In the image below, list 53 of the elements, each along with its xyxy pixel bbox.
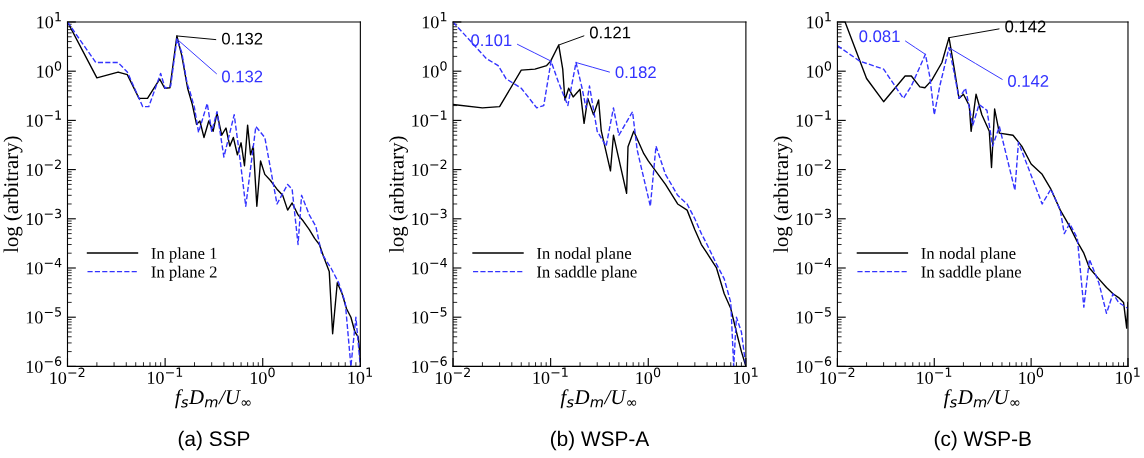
- y-tick-label: 10$^{−5}$: [412, 307, 447, 324]
- legend-label: In nodal plane: [921, 247, 1016, 263]
- x-axis-title: f$_{s}$D$_{m}$/U$_{∞}$: [175, 389, 251, 409]
- x-tick-label: 10$^{1}$: [1116, 367, 1140, 384]
- y-tick-label: 10$^{1}$: [807, 12, 831, 29]
- y-tick-label: 10$^{−4}$: [796, 258, 832, 275]
- y-tick-label: 10$^{0}$: [422, 61, 447, 78]
- annotation: 0.132: [221, 70, 263, 83]
- y-axis-title: log (arbitrary): [389, 136, 409, 253]
- x-tick-label: 10$^{−1}$: [148, 367, 183, 384]
- y-axis-title: log (arbitrary): [3, 136, 23, 253]
- x-tick-label: 10$^{1}$: [348, 367, 373, 384]
- legend-label: In saddle plane: [921, 265, 1022, 281]
- y-tick-label: 10$^{−2}$: [26, 159, 61, 177]
- x-tick-label: 10$^{−1}$: [917, 367, 952, 384]
- x-tick-label: 10$^{1}$: [734, 367, 758, 384]
- annotation: 0.101: [471, 34, 512, 47]
- text: (a) SSP: [178, 430, 250, 451]
- x-axis-title: f$_{s}$D$_{m}$/U$_{∞}$: [560, 389, 637, 409]
- y-tick-label: 10$^{−3}$: [26, 208, 62, 226]
- y-tick-label: 10$^{0}$: [807, 61, 832, 78]
- y-axis-title: log (arbitrary): [773, 136, 793, 253]
- y-tick-label: 10$^{−3}$: [796, 208, 832, 226]
- y-tick-label: 10$^{−4}$: [26, 258, 62, 275]
- y-tick-label: 10$^{−3}$: [412, 208, 447, 226]
- text: (b) WSP-A: [550, 430, 650, 451]
- y-tick-label: 10$^{1}$: [422, 12, 447, 29]
- y-tick-label: 10$^{−5}$: [26, 307, 62, 324]
- legend-label: In saddle plane: [536, 265, 637, 281]
- x-tick-label: 10$^{−1}$: [533, 367, 568, 384]
- legend-label: In plane 1: [151, 247, 217, 263]
- legend-label: In plane 2: [151, 265, 217, 281]
- annotation: 0.142: [1005, 20, 1046, 33]
- y-tick-label: 10$^{−2}$: [412, 159, 447, 177]
- y-tick-label: 10$^{0}$: [37, 61, 62, 78]
- y-tick-label: 10$^{−1}$: [26, 110, 61, 127]
- annotation: 0.142: [1008, 75, 1049, 87]
- legend-label: In nodal plane: [536, 247, 632, 263]
- x-tick-label: 10$^{0}$: [1019, 367, 1044, 385]
- x-tick-label: 10$^{0}$: [250, 367, 275, 385]
- y-tick-label: 10$^{−2}$: [796, 159, 831, 177]
- y-tick-label: 10$^{1}$: [37, 12, 61, 29]
- annotation: 0.081: [859, 30, 900, 43]
- y-tick-label: 10$^{−5}$: [796, 307, 831, 324]
- text: (c) WSP-B: [934, 430, 1031, 451]
- y-tick-label: 10$^{−1}$: [796, 110, 831, 127]
- x-tick-label: 10$^{0}$: [636, 367, 661, 385]
- y-tick-label: 10$^{−4}$: [412, 258, 447, 275]
- y-tick-label: 10$^{−1}$: [412, 110, 447, 127]
- annotation: 0.132: [221, 32, 263, 45]
- x-axis-title: f$_{s}$D$_{m}$/U$_{∞}$: [943, 389, 1020, 409]
- annotation: 0.121: [589, 26, 631, 39]
- annotation: 0.182: [615, 66, 656, 79]
